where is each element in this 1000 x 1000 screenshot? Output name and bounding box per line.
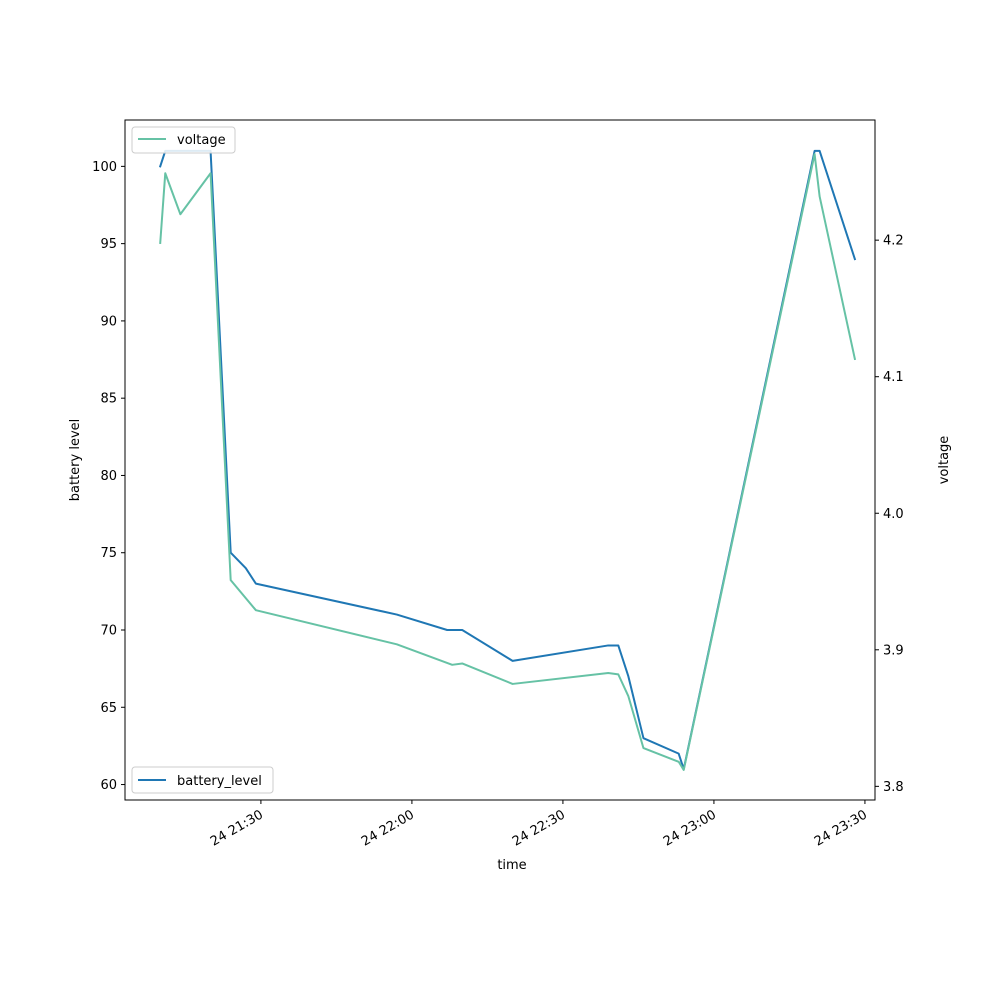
legend-voltage: voltage bbox=[131, 126, 236, 154]
right-axis: 3.8 3.9 4.0 4.1 4.2 bbox=[875, 234, 904, 795]
right-tick-label: 3.8 bbox=[883, 780, 904, 795]
left-tick-label: 65 bbox=[100, 701, 117, 716]
legend-battery-level-box bbox=[131, 766, 274, 794]
left-tick-label: 70 bbox=[100, 624, 117, 639]
left-tick-label: 60 bbox=[100, 778, 117, 793]
right-axis-title: voltage bbox=[937, 436, 952, 485]
legend-voltage-label: voltage bbox=[177, 133, 226, 148]
right-tick-label: 4.0 bbox=[883, 507, 904, 522]
right-tick-label: 3.9 bbox=[883, 643, 904, 658]
left-tick-label: 85 bbox=[100, 392, 117, 407]
x-axis-title: time bbox=[497, 858, 526, 873]
right-tick-label: 4.1 bbox=[883, 370, 904, 385]
legend-battery-level-label: battery_level bbox=[177, 774, 262, 789]
left-axis-title: battery level bbox=[68, 419, 83, 502]
left-tick-label: 75 bbox=[100, 546, 117, 561]
left-tick-label: 95 bbox=[100, 237, 117, 252]
left-tick-label: 90 bbox=[100, 314, 117, 329]
series-layer bbox=[158, 149, 857, 771]
left-tick-label: 80 bbox=[100, 469, 117, 484]
legend-battery-level: battery_level bbox=[131, 766, 274, 794]
right-tick-label: 4.2 bbox=[883, 234, 904, 249]
left-tick-label: 100 bbox=[92, 160, 117, 175]
legend-voltage-box bbox=[131, 126, 236, 154]
series-line-voltage bbox=[159, 153, 857, 771]
left-axis: 60 65 70 75 80 85 90 95 100 bbox=[92, 160, 125, 793]
plot-frame bbox=[124, 119, 876, 801]
